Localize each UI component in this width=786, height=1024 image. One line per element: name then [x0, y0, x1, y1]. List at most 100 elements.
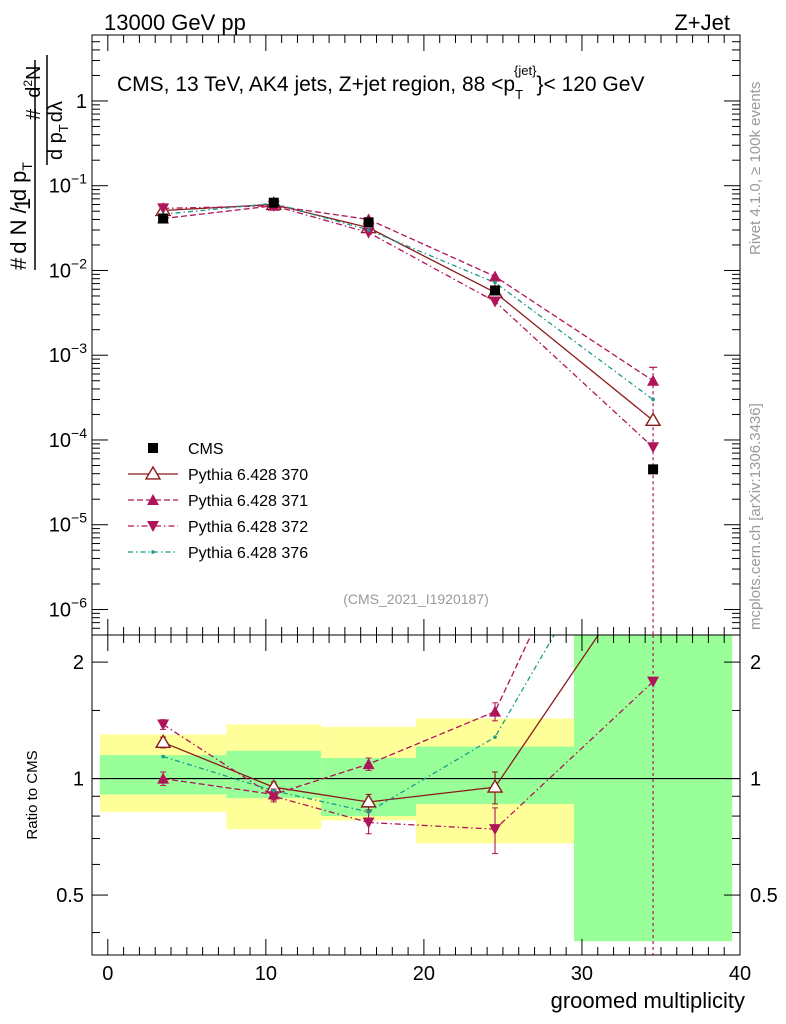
y-tick-base: 10	[49, 176, 71, 198]
ratio-point-0	[154, 734, 172, 749]
y-tick-label-top: 10−2	[49, 255, 87, 282]
series-line-1	[163, 205, 654, 382]
y-tick-exp: −1	[71, 171, 87, 187]
legend-label-2: Pythia 6.428 371	[188, 493, 308, 510]
ratio-tick-label-right: 0.5	[750, 885, 778, 907]
mcplots-label: mcplots.cern.ch [arXiv:1306.3436]	[747, 403, 764, 630]
y-tick-label-top: 10−1	[49, 171, 87, 198]
ratio-point-2	[489, 824, 502, 836]
ylabel-frac2-denominator: d pTdλ	[45, 101, 71, 160]
ylabel-frac1-denominator: #d N / d pT	[6, 162, 35, 270]
data-point	[490, 285, 501, 296]
series-point-3	[651, 397, 655, 402]
legend-marker-1	[144, 465, 162, 480]
rivet-label: Rivet 4.1.0, ≥ 100k events	[747, 82, 764, 255]
legend-label-4: Pythia 6.428 376	[188, 545, 308, 562]
series-point-2	[647, 442, 660, 454]
ylabel-frac1-numerator: 1	[10, 198, 35, 210]
y-tick-exp: −6	[71, 594, 87, 610]
series-point-2	[362, 227, 375, 239]
ratio-marks	[154, 635, 660, 955]
data-point	[268, 197, 279, 208]
legend-label-0: CMS	[188, 441, 224, 458]
ratio-tick-label-right: 2	[750, 652, 761, 674]
legend-label-1: Pythia 6.428 370	[188, 467, 308, 484]
series-point-0	[644, 412, 662, 427]
x-tick-label: 20	[413, 963, 435, 985]
data-point	[158, 213, 169, 224]
y-tick-base: 10	[49, 515, 71, 537]
ratio-bands	[92, 635, 740, 942]
y-tick-label-top: 10−4	[49, 425, 87, 452]
data-point	[648, 464, 659, 475]
y-tick-label-top: 10−5	[49, 510, 87, 537]
x-tick-label: 30	[571, 963, 593, 985]
chart-title-tail: }< 120 GeV	[536, 73, 644, 96]
chart-title: CMS, 13 TeV, AK4 jets, Z+jet region, 88 …	[117, 63, 644, 102]
ratio-point-2	[647, 676, 660, 688]
y-tick-base: 10	[49, 345, 71, 367]
x-tick-label: 40	[729, 963, 751, 985]
x-tick-label: 10	[255, 963, 277, 985]
ratio-frame	[91, 634, 741, 956]
series-line-3	[163, 202, 654, 401]
y-axis-label-ratio: Ratio to CMS	[24, 750, 41, 839]
ratio-tick-label-left: 2	[73, 652, 84, 674]
ratio-point-1	[362, 758, 375, 770]
y-tick-label-top: 10−6	[49, 594, 87, 621]
series-line-2	[163, 205, 654, 448]
y-tick-base: 10	[49, 260, 71, 282]
ratio-point-2	[267, 791, 280, 803]
ratio-tick-label-right: 1	[750, 769, 761, 791]
chart-title-sup: {jet}	[514, 63, 537, 78]
data-point	[363, 217, 374, 228]
ratio-point-0	[360, 793, 377, 808]
series-point-1	[647, 374, 660, 386]
analysis-tag: (CMS_2021_I1920187)	[343, 591, 489, 607]
series-point-2	[489, 296, 502, 308]
main-ticks: 10−610−510−410−310−210−11	[49, 34, 741, 636]
ratio-point-1	[489, 705, 502, 717]
ratio-point-3	[161, 754, 165, 759]
ratio-point-1	[157, 772, 170, 784]
y-tick-label-top: 10−3	[49, 340, 87, 367]
legend-marker-2	[147, 494, 159, 505]
y-tick-base: 10	[49, 599, 71, 621]
ratio-ticks: 0.5 0.51 12 20 10 20 30 40	[56, 635, 778, 985]
legend-marker-0	[148, 443, 158, 453]
ratio-point-2	[157, 719, 170, 731]
ratio-point-2	[362, 817, 375, 829]
x-tick-label: 0	[102, 963, 113, 985]
ratio-point-3	[493, 735, 497, 739]
y-tick-exp: −5	[71, 510, 87, 526]
y-tick-base: 10	[49, 430, 71, 452]
series-point-2	[157, 203, 170, 215]
y-axis-label-top: #d N / d pT 1 d pTdλ # d2N	[6, 55, 71, 270]
y-tick-exp: −3	[71, 340, 87, 356]
y-tick-label-top: 1	[76, 91, 87, 113]
main-panel: 10−610−510−410−310−210−11 CMS, 13 TeV, A…	[49, 34, 741, 636]
y-tick-exp: −4	[71, 425, 87, 441]
ratio-point-0	[486, 778, 504, 793]
ratio-tick-label-left: 1	[73, 769, 84, 791]
legend-marker-4	[151, 550, 155, 554]
header-left: 13000 GeV pp	[104, 10, 246, 35]
ratio-panel: 0.5 0.51 12 20 10 20 30 40 Ratio to CMS	[24, 634, 778, 985]
header-right: Z+Jet	[674, 10, 730, 35]
legend-label-3: Pythia 6.428 372	[188, 519, 308, 536]
series-point-3	[366, 228, 371, 232]
ylabel-frac2-numerator: # d2N	[21, 66, 45, 121]
x-axis-label: groomed multiplicity	[551, 988, 745, 1013]
series-point-1	[489, 270, 502, 282]
series-point-3	[493, 280, 497, 285]
chart-title-main: CMS, 13 TeV, AK4 jets, Z+jet region, 88 …	[117, 73, 515, 96]
chart-title-sub: T	[515, 87, 523, 102]
legend-marker-3	[147, 521, 159, 532]
series-line-0	[163, 203, 654, 421]
ratio-tick-label-left: 0.5	[56, 885, 84, 907]
y-tick-exp: −2	[71, 255, 87, 271]
ratio-point-3	[271, 788, 276, 793]
legend: CMS Pythia 6.428 370 Pythia 6.428 371 Pythi…	[128, 441, 308, 562]
ratio-point-3	[366, 810, 371, 814]
